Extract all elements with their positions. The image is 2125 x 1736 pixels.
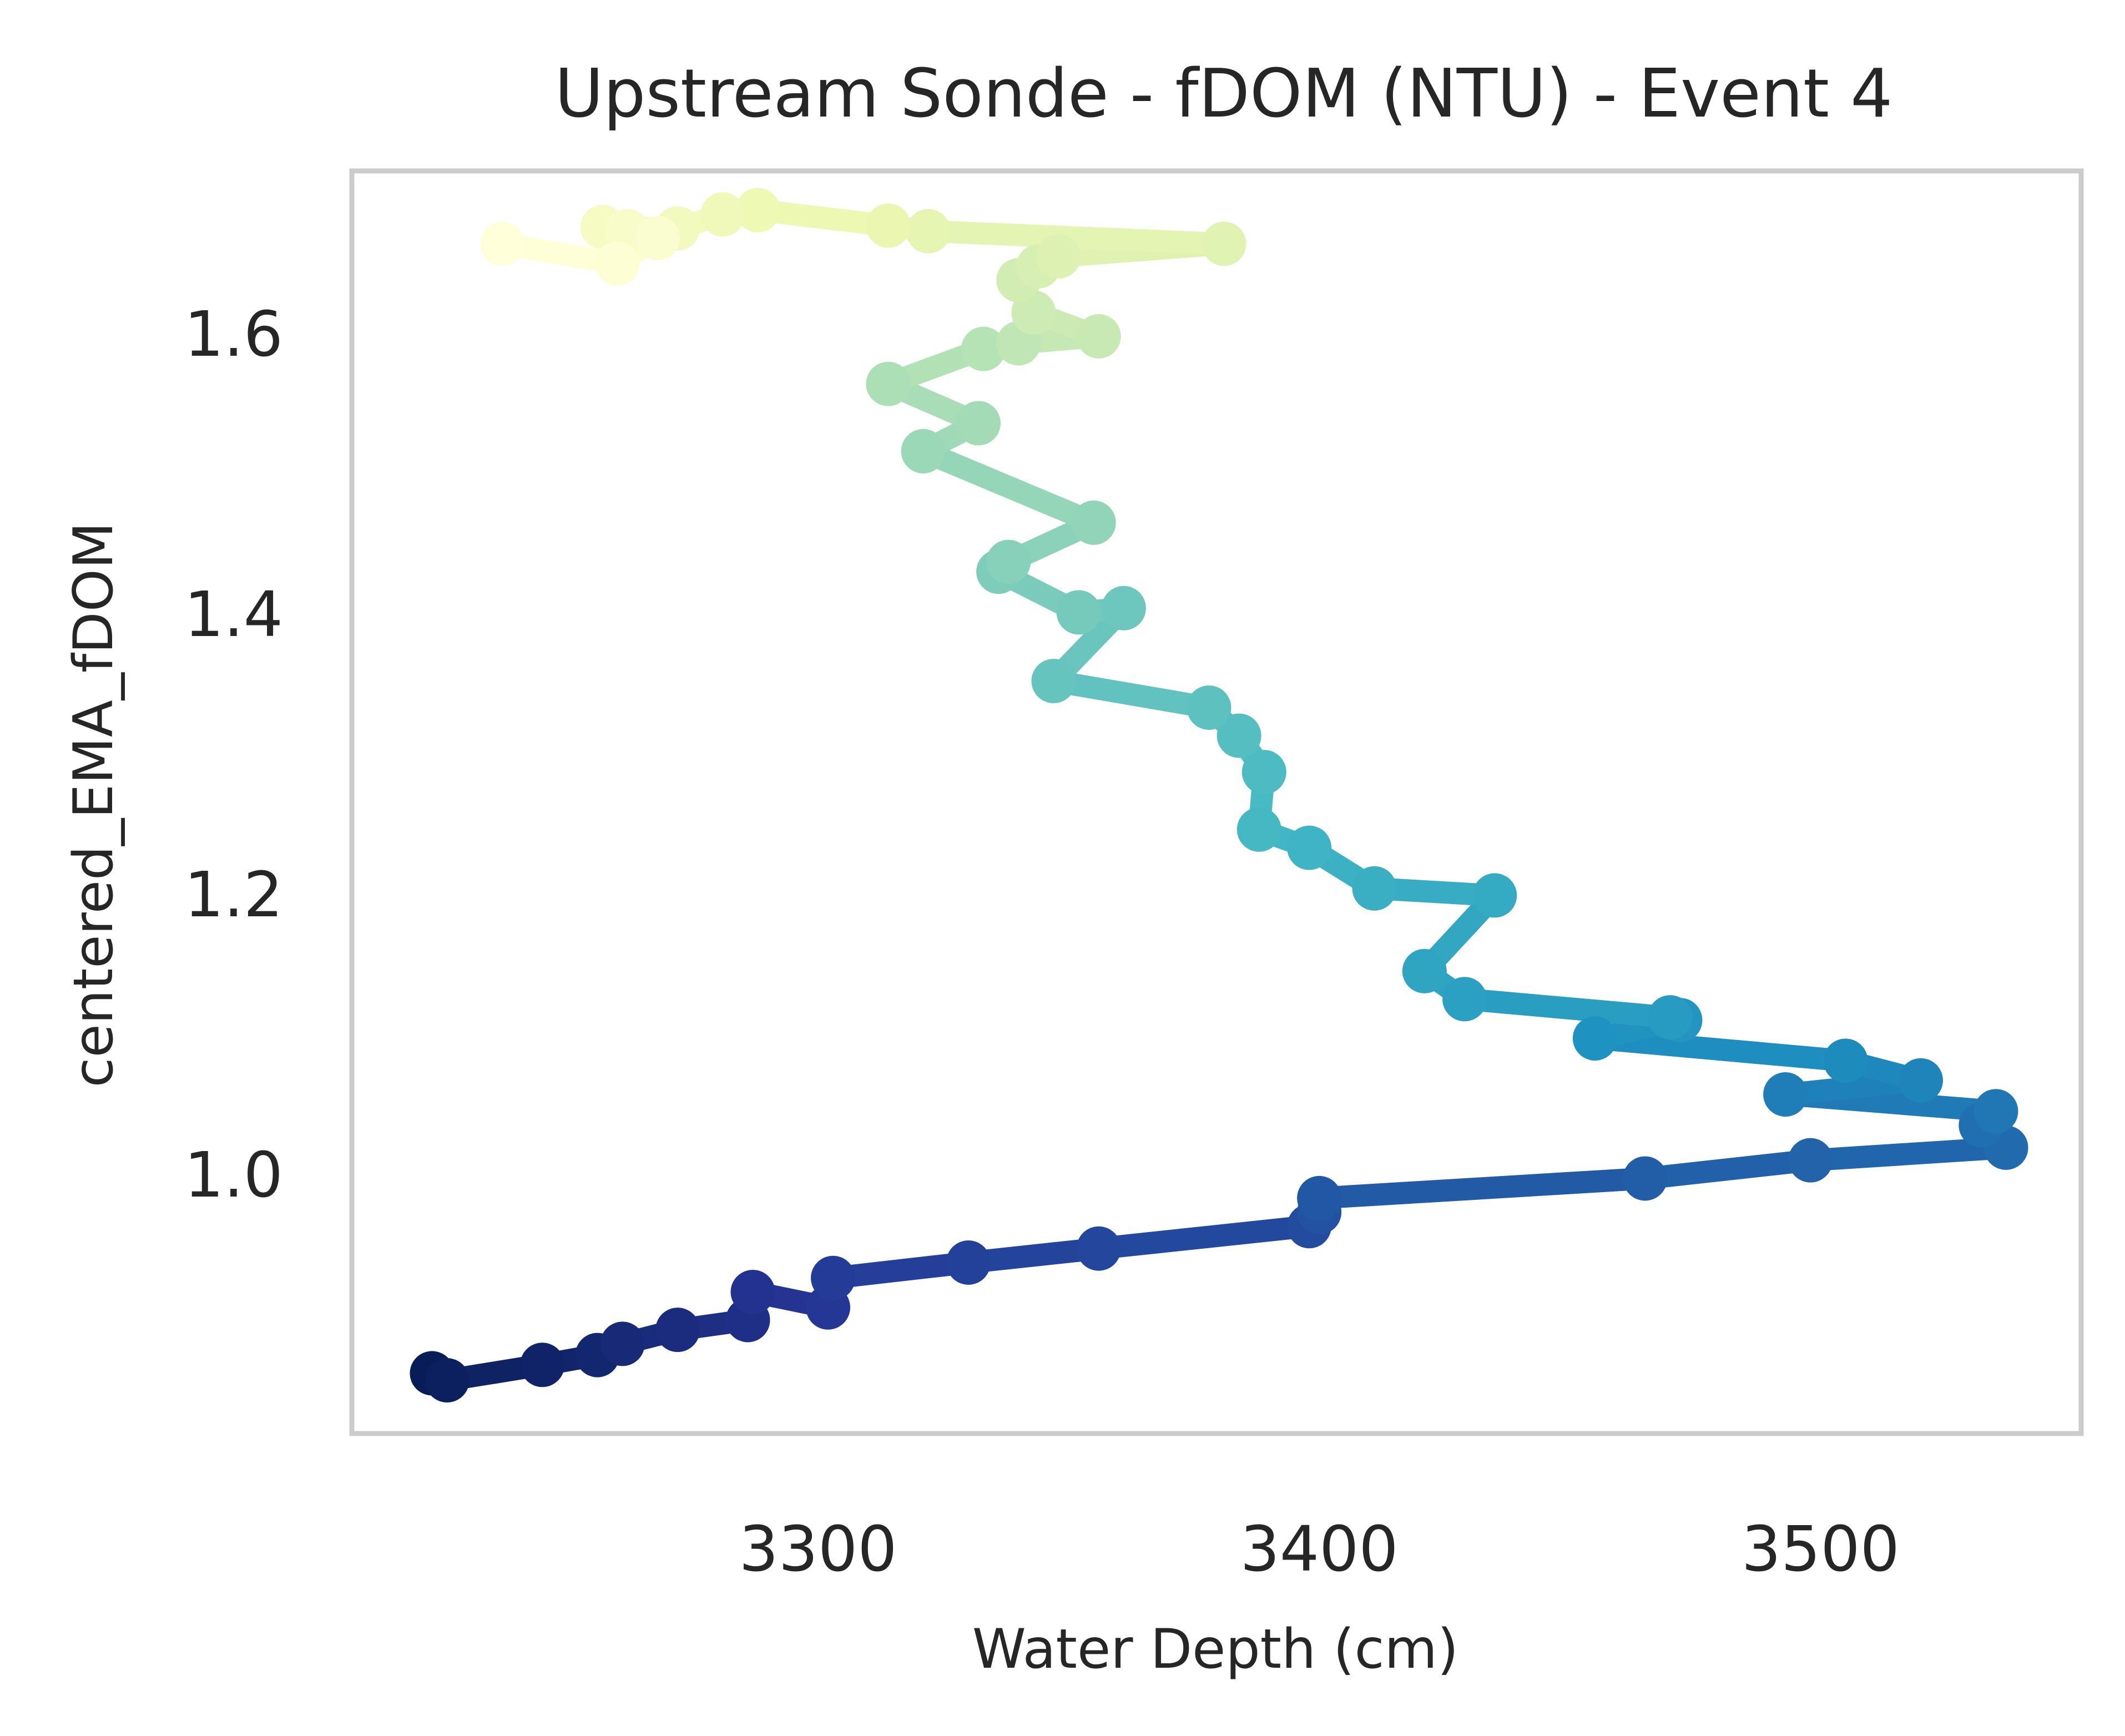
data-point [595,241,640,286]
series-line-segment [1308,1167,1657,1209]
series-line-segment [1634,1149,1822,1190]
plot-frame [349,168,2084,1436]
data-point [946,1240,991,1285]
chart-title: Upstream Sonde - fDOM (NTU) - Event 4 [554,55,1892,133]
data-point [655,1308,700,1353]
x-tick-label: 3300 [739,1513,897,1586]
y-tick-label: 1.4 [184,579,283,651]
data-point [1217,713,1261,758]
data-point [1788,1138,1833,1183]
data-point [425,1358,470,1403]
data-point [1898,1058,1943,1103]
data-point [1036,234,1081,279]
data-point [1287,825,1332,870]
data-point [1202,221,1246,266]
data-point [1076,1226,1121,1271]
data-point [1472,873,1517,918]
series-line-segment [1042,670,1220,719]
y-axis-label: centered_EMA_fDOM [62,522,125,1088]
y-tick-label: 1.6 [184,299,283,371]
y-tick-label: 1.2 [184,859,283,931]
data-point [1056,590,1101,635]
series-line-segment [1087,1215,1321,1260]
data-point [700,192,745,237]
x-tick-labels: 3300 3400 3500 [739,1513,1899,1586]
x-axis-label: Water Depth (cm) [972,1618,1458,1681]
data-point [735,188,780,233]
data-point [906,209,951,254]
data-point [1973,1089,2018,1134]
data-point [901,428,946,473]
data-point [866,203,911,248]
data-point [1572,1016,1617,1061]
data-point [1442,977,1487,1022]
data-point [1241,750,1286,795]
data-point [1101,586,1146,630]
series-line-segment [1453,988,1682,1029]
data-point [1352,866,1397,911]
data-point [1187,685,1231,730]
data-point [730,1269,775,1314]
data-point [956,401,1001,446]
data-point [961,326,1006,371]
data-point [1402,948,1447,993]
data-point [1823,1038,1868,1083]
data-point [479,221,524,266]
data-point [635,216,680,261]
series-layer [410,188,2028,1403]
series-line-segment [1799,1136,2017,1172]
x-tick-label: 3400 [1240,1513,1399,1586]
data-point [986,539,1031,584]
data-point [811,1255,856,1300]
y-tick-label: 1.0 [184,1139,283,1212]
data-point [1648,995,1693,1040]
series-line-segment [912,440,1105,534]
data-point [1623,1156,1668,1201]
data-point [520,1343,565,1387]
data-point [1236,807,1281,852]
x-tick-label: 3500 [1742,1513,1900,1586]
data-point [1076,314,1121,359]
data-point [866,361,911,406]
series-line-segment [1583,1027,1857,1072]
series-line-segment [917,220,1235,255]
data-point [1031,659,1076,704]
data-point [1297,1175,1342,1220]
data-point [1071,500,1116,545]
series-line-segment [822,1251,980,1289]
data-point [1763,1072,1808,1117]
data-point [600,1321,645,1366]
y-tick-labels: 1.0 1.2 1.4 1.6 [184,299,283,1212]
